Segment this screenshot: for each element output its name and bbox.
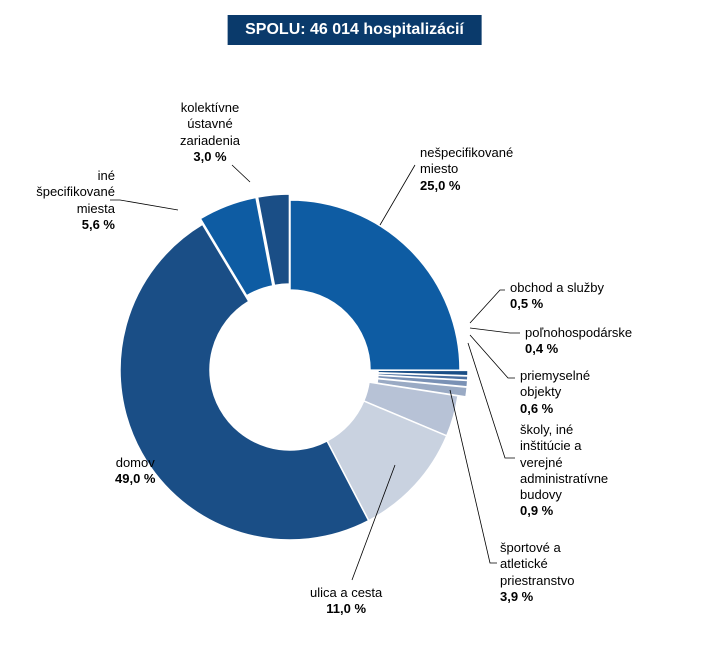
label-pct: 0,4 % xyxy=(525,341,632,357)
label-pct: 0,5 % xyxy=(510,296,604,312)
label-line: atletické xyxy=(500,556,574,572)
leader-kolekt xyxy=(232,165,250,182)
label-skoly: školy, inéinštitúcie averejnéadministrat… xyxy=(520,422,608,520)
label-line: ulica a cesta xyxy=(310,585,382,601)
slice-nespec xyxy=(290,200,460,370)
label-polno: poľnohospodárske0,4 % xyxy=(525,325,632,358)
label-line: budovy xyxy=(520,487,608,503)
label-line: kolektívne xyxy=(180,100,240,116)
label-pct: 0,9 % xyxy=(520,503,608,519)
label-nespec: nešpecifikovanémiesto25,0 % xyxy=(420,145,513,194)
label-priem: priemyselnéobjekty0,6 % xyxy=(520,368,590,417)
label-kolekt: kolektívneústavnézariadenia3,0 % xyxy=(180,100,240,165)
label-pct: 25,0 % xyxy=(420,178,513,194)
label-pct: 0,6 % xyxy=(520,401,590,417)
label-obchod: obchod a služby0,5 % xyxy=(510,280,604,313)
leader-nespec xyxy=(380,165,415,225)
label-line: miesta xyxy=(5,201,115,217)
leader-sport xyxy=(450,390,497,563)
chart-title: SPOLU: 46 014 hospitalizácií xyxy=(227,15,482,45)
label-line: špecifikované xyxy=(5,184,115,200)
leader-skoly xyxy=(468,343,515,458)
label-line: inštitúcie a xyxy=(520,438,608,454)
leader-inespec xyxy=(110,200,178,210)
label-line: školy, iné xyxy=(520,422,608,438)
label-ulica: ulica a cesta11,0 % xyxy=(310,585,382,618)
label-line: priestranstvo xyxy=(500,573,574,589)
leader-polno xyxy=(470,328,520,333)
label-domov: domov49,0 % xyxy=(115,455,155,488)
label-line: zariadenia xyxy=(180,133,240,149)
label-pct: 11,0 % xyxy=(310,601,382,617)
label-inespec: inéšpecifikovanémiesta5,6 % xyxy=(5,168,115,233)
label-line: administratívne xyxy=(520,471,608,487)
label-line: obchod a služby xyxy=(510,280,604,296)
label-line: priemyselné xyxy=(520,368,590,384)
label-pct: 5,6 % xyxy=(5,217,115,233)
label-pct: 49,0 % xyxy=(115,471,155,487)
label-line: poľnohospodárske xyxy=(525,325,632,341)
label-line: iné xyxy=(5,168,115,184)
donut-svg xyxy=(0,70,709,650)
label-line: nešpecifikované xyxy=(420,145,513,161)
leader-priem xyxy=(470,335,515,378)
label-pct: 3,0 % xyxy=(180,149,240,165)
label-line: miesto xyxy=(420,161,513,177)
leader-obchod xyxy=(470,290,505,323)
donut-chart: nešpecifikovanémiesto25,0 % obchod a služ… xyxy=(0,70,709,650)
label-line: verejné xyxy=(520,455,608,471)
label-sport: športové aatleticképriestranstvo3,9 % xyxy=(500,540,574,605)
label-line: ústavné xyxy=(180,116,240,132)
label-pct: 3,9 % xyxy=(500,589,574,605)
label-line: športové a xyxy=(500,540,574,556)
label-line: domov xyxy=(115,455,155,471)
label-line: objekty xyxy=(520,384,590,400)
